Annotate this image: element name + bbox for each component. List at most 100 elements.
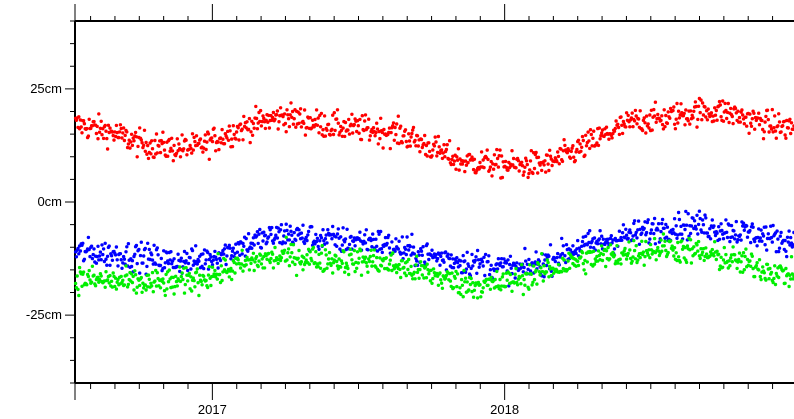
data-point-series-3	[540, 252, 544, 256]
data-point-series-1	[415, 134, 420, 138]
data-point-series-2	[314, 239, 319, 244]
data-point-series-3	[366, 270, 370, 274]
data-point-series-1	[495, 156, 500, 161]
data-point-series-1	[753, 127, 757, 131]
data-point-series-3	[499, 288, 503, 292]
data-point-series-3	[331, 271, 335, 275]
data-point-series-3	[784, 266, 788, 271]
data-point-series-2	[547, 254, 551, 258]
data-point-series-3	[218, 272, 222, 277]
data-point-series-2	[634, 230, 638, 235]
data-point-series-1	[520, 160, 524, 164]
data-point-series-1	[692, 109, 696, 114]
data-point-series-1	[290, 109, 295, 114]
data-point-series-1	[213, 134, 217, 138]
data-point-series-2	[316, 244, 320, 249]
data-point-series-3	[576, 259, 580, 263]
data-point-series-2	[787, 229, 791, 233]
data-point-series-3	[257, 259, 261, 263]
data-point-series-1	[773, 129, 778, 133]
data-point-series-2	[375, 244, 379, 248]
data-point-series-3	[700, 250, 705, 254]
data-point-series-2	[326, 228, 330, 232]
data-point-series-1	[129, 140, 133, 144]
data-point-series-1	[303, 133, 308, 137]
data-point-series-3	[209, 283, 213, 288]
data-point-series-3	[724, 252, 728, 257]
data-point-series-2	[642, 226, 646, 231]
data-point-series-3	[105, 278, 110, 282]
data-point-series-2	[423, 260, 427, 264]
data-point-series-1	[292, 117, 296, 121]
data-point-series-1	[262, 116, 266, 121]
data-point-series-1	[624, 111, 629, 115]
data-point-series-2	[101, 252, 105, 257]
data-point-series-3	[719, 255, 723, 259]
data-point-series-2	[769, 235, 774, 240]
data-point-series-1	[548, 154, 553, 158]
data-point-series-3	[258, 253, 263, 257]
data-point-series-3	[616, 261, 620, 265]
data-point-series-1	[729, 106, 733, 111]
data-point-series-1	[323, 134, 328, 138]
data-point-series-3	[757, 268, 761, 272]
data-point-series-1	[560, 159, 565, 164]
data-point-series-1	[376, 142, 380, 146]
data-point-series-3	[600, 258, 605, 263]
data-point-series-1	[291, 122, 296, 126]
data-point-series-1	[487, 168, 492, 172]
data-point-series-2	[201, 252, 205, 256]
data-point-series-1	[765, 108, 770, 112]
data-point-series-1	[129, 132, 134, 136]
data-point-series-1	[380, 130, 384, 135]
data-point-series-1	[679, 102, 683, 106]
data-point-series-2	[455, 260, 460, 265]
data-point-series-3	[399, 275, 403, 280]
data-point-series-1	[145, 152, 149, 156]
data-point-series-2	[114, 245, 119, 249]
data-point-series-1	[117, 130, 122, 134]
data-point-series-2	[784, 249, 788, 253]
data-point-series-1	[371, 126, 376, 130]
data-point-series-1	[363, 119, 367, 123]
data-point-series-3	[97, 277, 102, 282]
data-point-series-2	[646, 218, 650, 222]
data-point-series-2	[439, 251, 444, 255]
data-point-series-1	[420, 145, 424, 150]
data-point-series-1	[285, 108, 289, 112]
data-point-series-1	[706, 107, 710, 111]
data-point-series-1	[663, 125, 667, 129]
data-point-series-2	[206, 250, 210, 255]
data-point-series-1	[672, 122, 677, 127]
data-point-series-3	[97, 280, 101, 284]
data-point-series-1	[284, 130, 288, 134]
data-point-series-3	[294, 273, 299, 278]
data-point-series-1	[503, 159, 508, 164]
data-point-series-3	[743, 254, 747, 259]
data-point-series-1	[314, 108, 319, 112]
data-point-series-2	[105, 263, 109, 267]
data-point-series-2	[310, 225, 314, 229]
data-point-series-3	[174, 274, 178, 278]
data-point-series-1	[132, 139, 136, 143]
data-point-series-1	[367, 117, 371, 121]
data-point-series-3	[753, 274, 757, 279]
data-point-series-2	[543, 258, 547, 262]
data-point-series-2	[766, 232, 770, 236]
data-point-series-1	[764, 114, 768, 119]
data-point-series-2	[628, 231, 633, 235]
data-point-series-2	[732, 229, 736, 233]
data-point-series-2	[759, 228, 763, 232]
data-point-series-3	[759, 277, 763, 282]
data-point-series-2	[764, 225, 768, 229]
data-point-series-2	[487, 254, 491, 258]
data-point-series-1	[217, 147, 221, 152]
data-point-series-2	[524, 259, 528, 263]
data-point-series-3	[472, 288, 477, 292]
data-point-series-1	[122, 138, 127, 143]
data-point-series-3	[646, 253, 650, 257]
data-point-series-2	[777, 249, 781, 254]
data-point-series-1	[688, 122, 692, 126]
data-point-series-1	[457, 168, 461, 172]
data-point-series-1	[490, 174, 494, 178]
